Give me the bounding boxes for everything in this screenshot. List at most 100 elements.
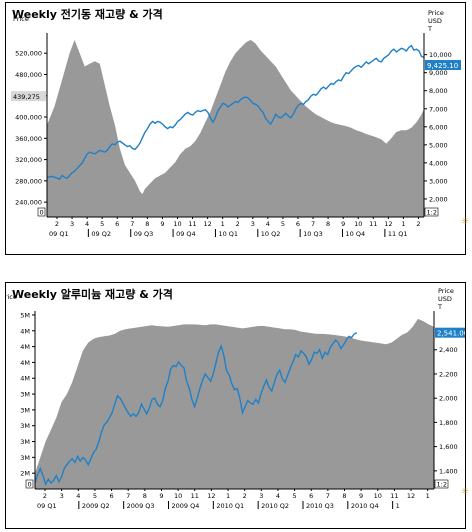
left-tick-label: 3M xyxy=(20,438,30,446)
chart-title: Weekly 알루미늄 재고량 & 가격 xyxy=(12,288,173,301)
right-tick-label: 8,000 xyxy=(429,87,448,95)
corner-logo-icon: ☼ xyxy=(460,217,469,227)
left-tick-label: 5M xyxy=(20,311,30,319)
month-label: 1 xyxy=(401,220,405,228)
right-tick-label: 7,000 xyxy=(429,105,448,113)
month-label: 9 xyxy=(160,220,164,228)
left-axis-title: Price xyxy=(6,293,17,301)
left-tick-label: 4M xyxy=(20,375,30,383)
right-tick-label: 1,800 xyxy=(439,419,458,427)
right-tick-label: 3,000 xyxy=(429,177,448,185)
month-label: 4 xyxy=(276,492,280,500)
left-tick-label: 3M xyxy=(20,406,30,414)
left-tick-label: 320,000 xyxy=(15,156,42,164)
left-tick-label: 480,000 xyxy=(15,71,42,79)
month-label: 6 xyxy=(309,492,313,500)
right-tick-label: 6,000 xyxy=(429,123,448,131)
left-value-tag xyxy=(11,91,46,102)
month-label: 7 xyxy=(326,492,330,500)
right-tick-label: 5,000 xyxy=(429,141,448,149)
month-label: 10 xyxy=(174,492,182,500)
right-axis-title: Price xyxy=(428,9,444,17)
month-label: 9 xyxy=(359,492,363,500)
zoom-box-left-label: 0 xyxy=(28,481,32,489)
month-label: 7 xyxy=(126,492,130,500)
inventory-area xyxy=(35,318,434,489)
month-label: 2 xyxy=(243,492,247,500)
month-label: 7 xyxy=(311,220,315,228)
left-tick-label: 4M xyxy=(20,343,30,351)
right-value-tag-label: 2,541.00 xyxy=(437,330,465,338)
quarter-label: 2010 Q4 xyxy=(351,502,379,510)
left-tick-label: 4M xyxy=(20,359,30,367)
left-tick-label: 3M xyxy=(20,454,30,462)
month-label: 1 xyxy=(426,492,430,500)
quarter-label: 2010 Q1 xyxy=(216,502,244,510)
quarter-label: 10 Q2 xyxy=(261,230,281,238)
left-tick-label: 4M xyxy=(20,327,30,335)
left-tick-label: 2M xyxy=(20,470,30,478)
month-label: 6 xyxy=(115,220,119,228)
month-label: 6 xyxy=(109,492,113,500)
month-label: 4 xyxy=(85,220,89,228)
left-tick-label: 360,000 xyxy=(15,135,42,143)
month-label: 2 xyxy=(55,220,59,228)
right-axis-title: T xyxy=(437,303,442,311)
right-tick-label: 2,200 xyxy=(439,370,458,378)
month-label: 1 xyxy=(221,220,225,228)
month-label: 3 xyxy=(259,492,263,500)
month-label: 11 xyxy=(369,220,377,228)
quarter-label: 09 Q1 xyxy=(49,230,69,238)
zoom-box-left xyxy=(37,207,46,217)
quarter-label: 10 Q1 xyxy=(218,230,238,238)
month-label: 4 xyxy=(266,220,270,228)
right-tick-label: 1,400 xyxy=(439,467,458,475)
aluminum-chart-panel: Weekly 알루미늄 재고량 & 가격 Price 5M 4M 4M 4M 4M 3M 3M… xyxy=(5,282,469,529)
right-axis-title: USD xyxy=(428,17,442,25)
month-label: 8 xyxy=(342,492,346,500)
inventory-area xyxy=(47,39,424,218)
quarter-label: 2009 Q3 xyxy=(127,502,155,510)
month-label: 12 xyxy=(407,492,415,500)
month-label: 12 xyxy=(384,220,392,228)
month-label: 10 xyxy=(374,492,382,500)
month-label: 2 xyxy=(236,220,240,228)
zoom-box-left-label: 0 xyxy=(40,209,44,217)
right-tick-label: 10,000 xyxy=(429,51,452,59)
zoom-box-right-label: 1:2 xyxy=(427,209,437,217)
left-tick-label: 280,000 xyxy=(15,177,42,185)
month-label: 11 xyxy=(191,492,199,500)
right-tick-label: 1,600 xyxy=(439,443,458,451)
copper-chart-panel: Weekly 전기동 재고량 & 가격 Price 520,000 480,000 4… xyxy=(5,2,469,255)
right-axis-title: USD xyxy=(438,295,452,303)
right-value-tag-label: 9,425.10 xyxy=(427,62,458,70)
right-tick-label: 2,400 xyxy=(439,346,458,354)
zoom-box-right xyxy=(424,207,439,217)
month-label: 10 xyxy=(354,220,362,228)
month-label: 5 xyxy=(281,220,285,228)
month-label: 5 xyxy=(293,492,297,500)
month-label: 1 xyxy=(226,492,230,500)
month-label: 12 xyxy=(207,492,215,500)
left-axis-title: Price xyxy=(13,15,29,23)
quarter-label: 2009 Q2 xyxy=(82,502,110,510)
month-label: 4 xyxy=(76,492,80,500)
quarter-label: 09 Q2 xyxy=(91,230,111,238)
month-label: 5 xyxy=(93,492,97,500)
left-tick-label: 3M xyxy=(20,391,30,399)
month-label: 11 xyxy=(390,492,398,500)
right-tick-label: 2,000 xyxy=(429,195,448,203)
month-label: 3 xyxy=(70,220,74,228)
quarter-label: 09 Q3 xyxy=(134,230,154,238)
right-axis-title: Price xyxy=(438,287,454,295)
month-label: 2 xyxy=(416,220,420,228)
left-tick-label: 400,000 xyxy=(15,114,42,122)
month-label: 6 xyxy=(296,220,300,228)
right-value-tag xyxy=(425,60,461,71)
chart-title: Weekly 전기동 재고량 & 가격 xyxy=(12,8,163,21)
month-label: 11 xyxy=(188,220,196,228)
copper-chart: Price520,000480,000440,000400,000360,000… xyxy=(11,9,461,238)
right-tick-label: 9,000 xyxy=(429,69,448,77)
price-line xyxy=(34,332,358,486)
quarter-label: 11 Q1 xyxy=(388,230,408,238)
